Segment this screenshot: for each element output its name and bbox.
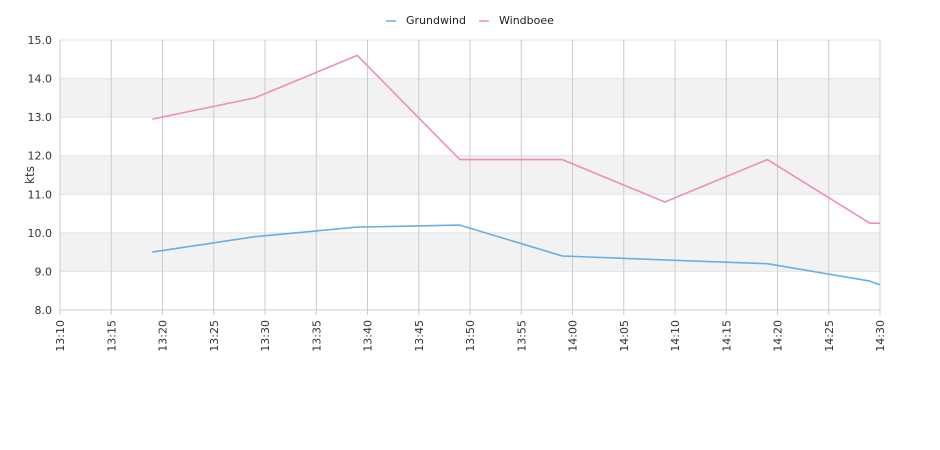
vertical-grid-lines xyxy=(59,40,881,315)
y-tick-label: 11.0 xyxy=(28,188,53,201)
y-tick-label: 12.0 xyxy=(28,150,53,163)
x-tick-label: 13:55 xyxy=(515,320,528,352)
x-tick-label: 13:25 xyxy=(208,320,221,352)
x-tick-label: 13:40 xyxy=(362,320,375,352)
x-tick-label: 13:10 xyxy=(54,320,67,352)
x-tick-label: 13:15 xyxy=(105,320,118,352)
legend[interactable]: Grundwind Windboee xyxy=(386,14,554,27)
x-tick-label: 13:35 xyxy=(310,320,323,352)
x-tick-label: 14:30 xyxy=(874,320,887,352)
legend-item-grundwind[interactable]: Grundwind xyxy=(386,14,466,27)
legend-item-windboee[interactable]: Windboee xyxy=(479,14,554,27)
y-axis-title: kts xyxy=(23,166,37,184)
y-tick-label: 15.0 xyxy=(28,34,53,47)
y-tick-label: 9.0 xyxy=(35,265,53,278)
x-tick-label: 13:45 xyxy=(413,320,426,352)
series-line-windboee xyxy=(152,54,880,224)
series-lines xyxy=(152,54,881,286)
series-line-grundwind xyxy=(152,224,881,286)
y-tick-label: 8.0 xyxy=(35,304,53,317)
x-tick-label: 13:30 xyxy=(259,320,272,352)
x-tick-label: 14:15 xyxy=(720,320,733,352)
x-tick-labels: 13:10 13:15 13:20 13:25 13:30 13:35 13:40 13:45… xyxy=(54,320,887,352)
x-tick-label: 14:05 xyxy=(618,320,631,352)
y-tick-label: 13.0 xyxy=(28,111,53,124)
x-tick-label: 13:20 xyxy=(157,320,170,352)
y-tick-labels: 8.0 9.0 10.0 11.0 12.0 13.0 14.0 15.0 xyxy=(28,34,53,317)
x-tick-label: 14:10 xyxy=(669,320,682,352)
x-tick-label: 14:25 xyxy=(823,320,836,352)
legend-label: Grundwind xyxy=(406,14,466,27)
legend-label: Windboee xyxy=(499,14,554,27)
x-tick-label: 14:20 xyxy=(772,320,785,352)
y-tick-label: 10.0 xyxy=(28,227,53,240)
x-tick-label: 14:00 xyxy=(567,320,580,352)
x-tick-label: 13:50 xyxy=(464,320,477,352)
y-tick-label: 14.0 xyxy=(28,73,53,86)
